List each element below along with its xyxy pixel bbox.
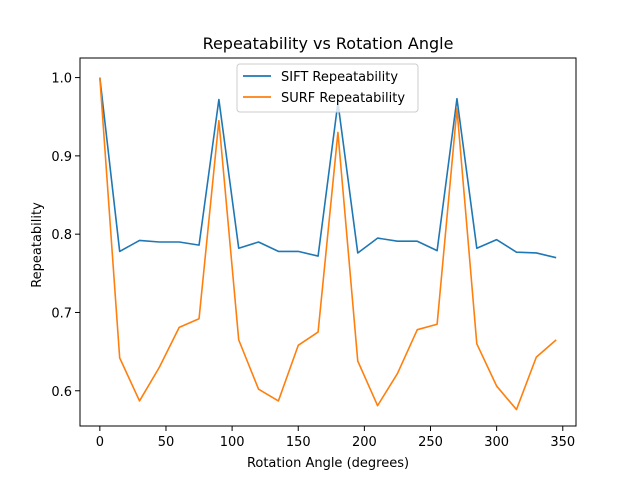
x-tick-label: 50 <box>158 435 175 450</box>
y-tick-label: 1.0 <box>51 72 72 87</box>
legend: SIFT Repeatability SURF Repeatability <box>236 63 419 113</box>
x-tick-label: 100 <box>220 435 245 450</box>
x-tick-label: 350 <box>550 435 575 450</box>
y-tick-label: 0.6 <box>51 385 72 400</box>
x-tick-label: 150 <box>286 435 311 450</box>
series-lines <box>99 77 557 411</box>
y-axis-label: Repeatability <box>30 202 45 288</box>
chart-title: Repeatability vs Rotation Angle <box>203 34 454 53</box>
x-tick-label: 300 <box>484 435 509 450</box>
y-tick-label: 0.9 <box>51 150 72 165</box>
legend-label: SURF Repeatability <box>281 91 405 106</box>
y-axis: 0.6 0.7 0.8 0.9 1.0 <box>51 72 80 400</box>
series-line-surf <box>99 77 557 411</box>
x-axis: 0 50 100 150 200 250 300 350 <box>96 426 575 450</box>
x-tick-label: 0 <box>96 435 104 450</box>
y-tick-label: 0.8 <box>51 228 72 243</box>
legend-box <box>236 63 419 113</box>
legend-label: SIFT Repeatability <box>281 70 398 85</box>
plot-frame <box>79 57 577 427</box>
y-tick-label: 0.7 <box>51 306 72 321</box>
series-line-sift <box>99 77 557 259</box>
x-tick-label: 200 <box>352 435 377 450</box>
x-tick-label: 250 <box>418 435 443 450</box>
x-axis-label: Rotation Angle (degrees) <box>247 456 409 471</box>
